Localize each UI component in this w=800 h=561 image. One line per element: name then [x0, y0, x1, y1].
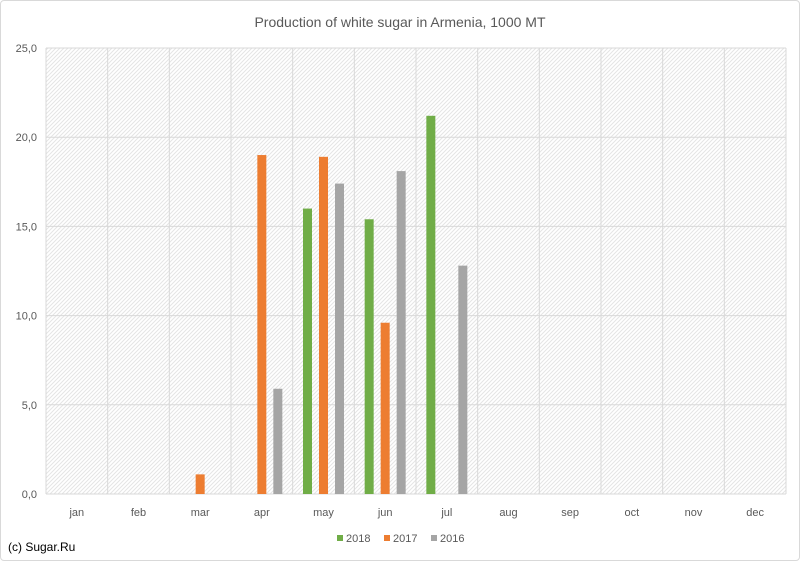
y-axis-ticks: 0,0 5,0 10,0 15,0 20,0 25,0 [16, 43, 37, 501]
bar-2016-may [335, 183, 344, 495]
x-tick-label: dec [746, 507, 764, 519]
bar-2017-mar [195, 474, 205, 494]
x-tick-label: sep [561, 507, 579, 519]
bar-2017-apr [257, 155, 267, 495]
y-tick-label: 10,0 [16, 311, 37, 323]
legend-swatch-2017 [384, 535, 390, 541]
credit-text: (c) Sugar.Ru [8, 540, 75, 554]
legend-label-2016: 2016 [440, 533, 464, 545]
legend: 2018 2017 2016 [337, 533, 464, 545]
x-tick-label: aug [499, 507, 517, 519]
bar-2017-jun [380, 322, 390, 494]
legend-swatch-2016 [431, 535, 437, 541]
x-tick-label: mar [191, 507, 210, 519]
gridlines [45, 47, 787, 495]
x-tick-label: jun [377, 507, 393, 519]
y-tick-label: 15,0 [16, 221, 37, 233]
legend-label-2017: 2017 [393, 533, 417, 545]
bar-2018-jul [426, 115, 436, 495]
chart-title: Production of white sugar in Armenia, 10… [254, 14, 545, 30]
legend-label-2018: 2018 [346, 533, 370, 545]
x-tick-label: apr [254, 507, 270, 519]
y-tick-label: 0,0 [22, 489, 37, 501]
bar-2018-may [303, 208, 312, 494]
x-tick-label: feb [131, 507, 146, 519]
bar-2016-jun [396, 171, 406, 494]
legend-swatch-2018 [337, 535, 343, 541]
x-tick-label: jul [440, 507, 452, 519]
x-tick-label: nov [685, 507, 703, 519]
y-tick-label: 20,0 [16, 132, 37, 144]
x-tick-label: may [313, 507, 334, 519]
bar-2016-apr [273, 388, 283, 494]
x-axis-ticks: jan feb mar apr may jun jul aug sep oct nov dec [68, 507, 764, 519]
y-tick-label: 25,0 [16, 43, 37, 55]
bar-2018-jun [364, 219, 374, 494]
bar-2017-may [319, 156, 328, 494]
y-tick-label: 5,0 [22, 400, 37, 412]
bars [195, 115, 468, 495]
x-tick-label: jan [68, 507, 84, 519]
x-tick-label: oct [624, 507, 639, 519]
bar-2016-jul [458, 265, 468, 494]
